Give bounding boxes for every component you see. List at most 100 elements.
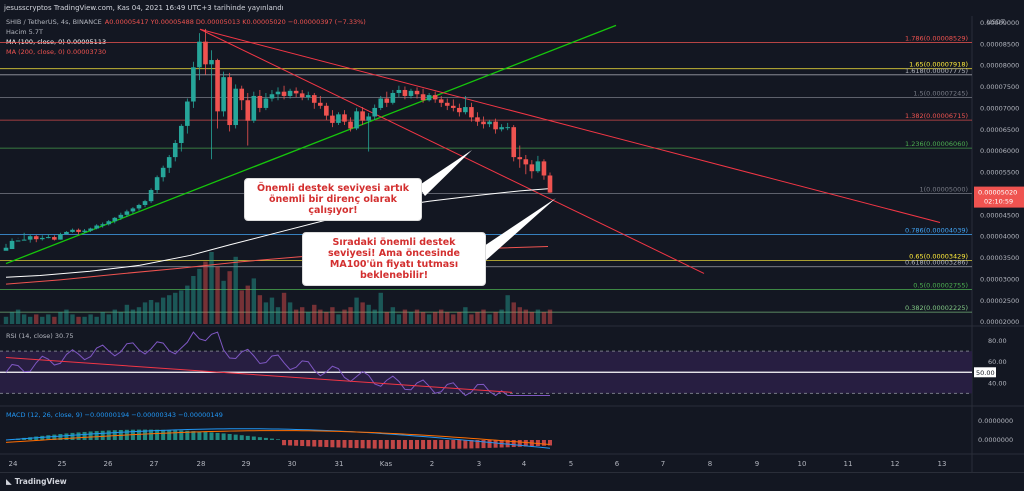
macd-histogram-bar [415, 440, 420, 450]
macd-histogram-bar [245, 435, 250, 440]
macd-histogram-bar [451, 440, 456, 449]
candle-body [221, 77, 226, 112]
time-tick-label: 26 [104, 460, 113, 468]
chart-header: jesusscryptos TradingView.com, Kas 04, 2… [0, 0, 1024, 16]
macd-histogram-bar [469, 440, 474, 449]
candle-body [257, 95, 263, 108]
volume-bar [112, 309, 117, 324]
fib-level-label: 1.236(0.00006060) [905, 140, 968, 148]
ma100-line [5, 188, 549, 278]
volume-bar [40, 316, 45, 324]
candle-body [64, 231, 69, 235]
volume-bar [384, 312, 389, 324]
volume-bar [239, 290, 244, 324]
candle-body [299, 93, 305, 98]
time-tick-label: 7 [661, 460, 665, 468]
volume-bar [318, 309, 323, 324]
macd-histogram-bar [312, 440, 317, 447]
legend-rsi: RSI (14, close) 30.75 [6, 332, 74, 340]
volume-bar [348, 307, 353, 324]
volume-bar [58, 312, 63, 324]
volume-bar [445, 312, 450, 324]
macd-histogram-bar [463, 440, 468, 449]
candle-body [318, 102, 323, 106]
volume-bar [475, 312, 480, 324]
time-tick-label: 6 [615, 460, 620, 468]
macd-histogram-bar [493, 440, 498, 448]
candle-body [469, 107, 474, 118]
volume-bar [299, 307, 305, 324]
macd-histogram-bar [336, 440, 341, 448]
price-tick-label: 0.00007000 [980, 104, 1019, 112]
price-axis-unit: USDT [987, 18, 1005, 26]
ma100-label: MA (100, close, 0) 0.00005113 [6, 38, 107, 46]
ma200-label: MA (200, close, 0) 0.00003730 [6, 48, 107, 56]
volume-bar [529, 312, 535, 324]
volume-bar [46, 314, 51, 324]
macd-histogram-bar [300, 440, 305, 447]
macd-tick-label: 0.0000000 [978, 417, 1013, 425]
chart-canvas[interactable]: 0.00009000 0.00008500 0.00008000 0.00007500… [0, 0, 1024, 472]
brand-label: TradingView [14, 477, 67, 486]
time-tick-label: 4 [522, 460, 527, 468]
legend-macd: MACD (12, 26, close, 9) −0.00000194 −0.0… [6, 411, 223, 419]
macd-histogram-bar [88, 431, 93, 440]
ohlc-values: A0.00005417 Y0.00005488 D0.00005013 K0.0… [104, 18, 366, 26]
candle-body [426, 95, 432, 101]
macd-histogram-bar [487, 440, 492, 448]
candle-body [517, 157, 523, 160]
volume-bar [70, 314, 75, 324]
time-tick-label: 3 [477, 460, 481, 468]
price-tick-label: 0.00006000 [980, 147, 1019, 155]
volume-bar [281, 292, 287, 324]
volume-bar [505, 295, 510, 324]
macd-histogram-bar [106, 430, 111, 440]
symbol-label[interactable]: SHIB / TetherUS, 4s, BINANCE [6, 18, 102, 26]
volume-bar [312, 304, 317, 324]
candle-body [311, 95, 317, 103]
candle-body [33, 236, 39, 240]
volume-bar [499, 309, 504, 324]
volume-bar [245, 285, 250, 324]
volume-bar [251, 278, 257, 324]
volume-bar [64, 309, 69, 324]
volume-bar [106, 314, 111, 324]
price-tick-label: 0.00007500 [980, 83, 1019, 91]
candle-body [148, 190, 154, 202]
macd-histogram-bar [421, 440, 426, 450]
annotation-support[interactable]: Sıradaki önemli destek seviyesi! Ama önc… [302, 232, 486, 286]
candle-body [82, 230, 87, 232]
volume-bar [221, 280, 226, 324]
macd-tick-label: 0.0000000 [978, 436, 1013, 444]
candle-body [191, 67, 196, 102]
volume-bar [76, 316, 81, 324]
candle-body [154, 177, 160, 191]
macd-histogram-bar [294, 440, 299, 446]
macd-signal-line [5, 430, 551, 446]
annotation-resistance[interactable]: Önemli destek seviyesi artık önemli bir … [244, 178, 422, 221]
volume-bar [402, 309, 408, 324]
macd-histogram-bar [402, 440, 407, 450]
volume-bar [209, 252, 214, 324]
time-tick-label: 30 [288, 460, 297, 468]
volume-bar [233, 256, 238, 324]
candle-body [100, 224, 106, 226]
candle-body [245, 100, 251, 121]
candle-body [130, 208, 136, 212]
time-tick-label: Kas [380, 460, 393, 468]
candle-body [457, 107, 462, 113]
price-tick-label: 0.00002000 [980, 318, 1019, 326]
volume-bar [420, 312, 426, 324]
volume-bar [463, 307, 468, 324]
volume-bar [173, 292, 178, 324]
candle-body [118, 214, 124, 218]
time-tick-label: 12 [891, 460, 900, 468]
volume-bar [191, 276, 196, 324]
candle-body [330, 115, 335, 123]
candle-body [185, 101, 190, 126]
macd-histogram-bar [149, 429, 154, 440]
macd-histogram-bar [517, 440, 522, 447]
volume-bar [481, 309, 486, 324]
volume-bar [100, 312, 105, 324]
macd-histogram-bar [548, 440, 552, 446]
